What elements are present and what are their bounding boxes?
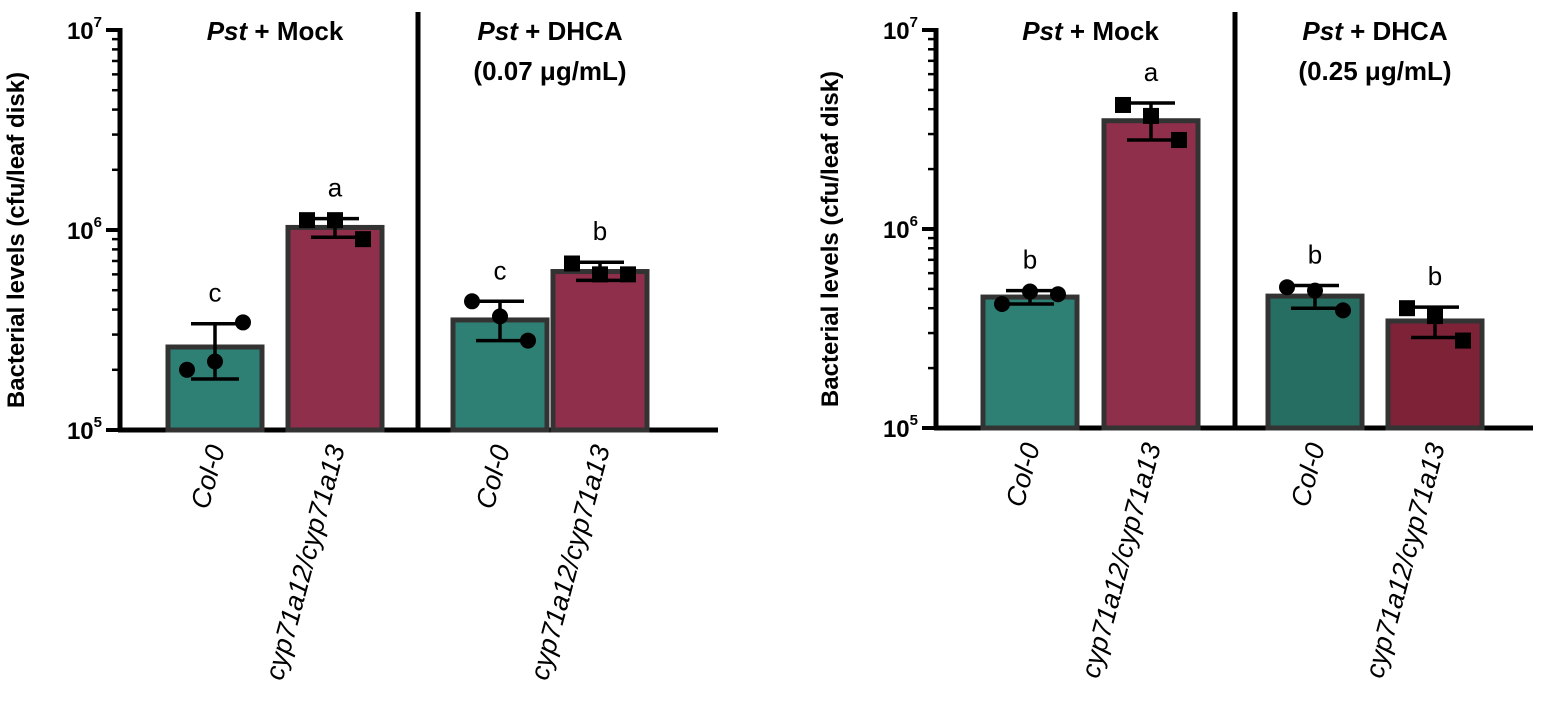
data-point	[1335, 302, 1351, 319]
data-point	[179, 361, 195, 378]
data-point	[327, 212, 343, 229]
left-chart-panel: Bacterial levels (cfu/leaf disk) 105 106 10…	[3, 12, 718, 683]
data-point	[520, 332, 536, 349]
data-point	[1115, 96, 1131, 113]
y-tick-label: 106	[883, 213, 918, 244]
y-axis-label: Bacterial levels (cfu/leaf disk)	[3, 72, 30, 408]
group-title: Pst + Mock	[1022, 16, 1159, 46]
group-title: Pst + DHCA	[1302, 16, 1447, 46]
y-axis-label: Bacterial levels (cfu/leaf disk)	[817, 71, 844, 407]
x-tick-label: Col-0	[1285, 440, 1331, 510]
x-tick-label: cyp71a12/cyp71a13	[524, 442, 616, 683]
data-point	[355, 231, 371, 248]
y-tick-label: 105	[67, 414, 102, 445]
data-point	[1427, 308, 1443, 325]
data-point	[1279, 279, 1295, 296]
x-tick-label: cyp71a12/cyp71a13	[1359, 440, 1451, 681]
data-point	[235, 314, 251, 331]
y-tick-label: 106	[67, 214, 102, 245]
significance-letter: b	[593, 216, 607, 246]
x-tick-label: Col-0	[470, 442, 516, 512]
data-point	[620, 266, 636, 283]
y-tick-label: 107	[67, 14, 102, 45]
data-point	[1022, 283, 1038, 300]
right-chart-panel: Bacterial levels (cfu/leaf disk) 105 106 10…	[817, 12, 1533, 681]
bar	[980, 294, 1080, 431]
data-point	[1171, 132, 1187, 149]
significance-letter: c	[494, 255, 507, 285]
data-point	[994, 295, 1010, 312]
data-point	[299, 212, 315, 229]
bar	[1101, 118, 1201, 431]
significance-letter: c	[209, 278, 222, 308]
significance-letter: b	[1308, 240, 1322, 270]
y-tick-label: 107	[883, 14, 918, 45]
significance-letter: b	[1023, 245, 1037, 275]
data-point	[207, 353, 223, 370]
data-point	[1143, 107, 1159, 124]
bar	[550, 269, 650, 433]
data-point	[1050, 286, 1066, 303]
x-tick-label: cyp71a12/cyp71a13	[259, 442, 351, 683]
significance-letter: a	[1144, 57, 1159, 87]
data-point	[592, 266, 608, 283]
data-point	[1307, 282, 1323, 299]
x-tick-label: cyp71a12/cyp71a13	[1075, 440, 1167, 681]
bar	[285, 224, 385, 433]
x-tick-label: Col-0	[1000, 440, 1046, 510]
significance-letter: a	[328, 173, 343, 203]
data-point	[464, 293, 480, 310]
group-subtitle: (0.07 μg/mL)	[473, 56, 626, 86]
x-tick-label: Col-0	[185, 442, 231, 512]
data-point	[1399, 300, 1415, 317]
group-title: Pst + Mock	[207, 16, 344, 46]
y-tick-label: 105	[883, 412, 918, 443]
significance-letter: b	[1428, 261, 1442, 291]
group-subtitle: (0.25 μg/mL)	[1298, 56, 1451, 86]
data-point	[492, 308, 508, 325]
data-point	[564, 255, 580, 272]
group-title: Pst + DHCA	[477, 16, 622, 46]
data-point	[1455, 332, 1471, 349]
